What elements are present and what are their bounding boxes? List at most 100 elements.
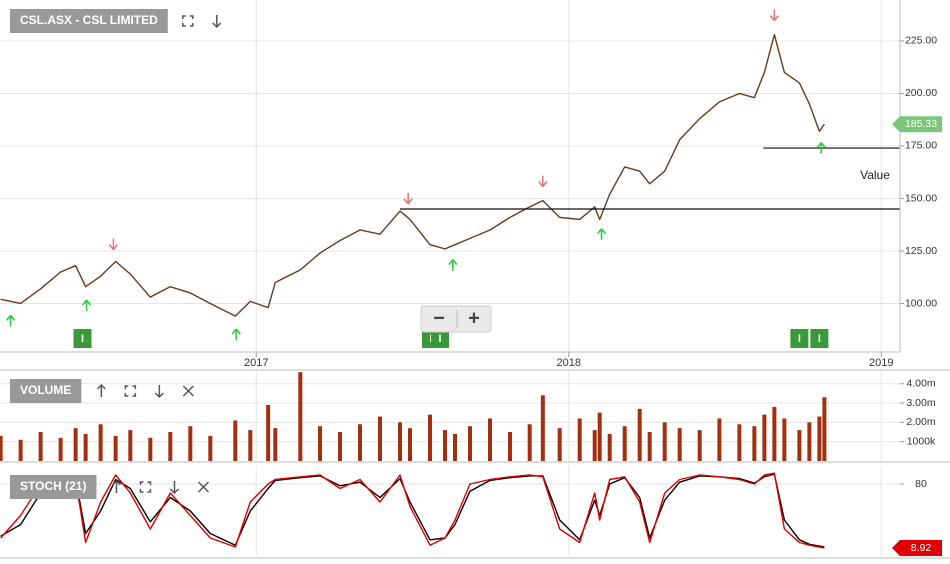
volume-bar [443, 430, 447, 461]
volume-bar [266, 404, 271, 461]
move-down-button[interactable] [154, 385, 164, 399]
panel-title: CSL.ASX - CSL LIMITED [20, 13, 158, 27]
zoom-in[interactable]: + [468, 307, 480, 329]
fullscreen-button[interactable] [139, 481, 152, 493]
event-marker-label: I [81, 333, 84, 345]
volume-bar [233, 420, 238, 461]
panel-title: STOCH (21) [20, 479, 86, 493]
volume-bar [577, 418, 582, 461]
y-tick-label: 200.00 [905, 87, 937, 99]
event-marker-label: I [429, 333, 432, 345]
buy-signal [448, 259, 458, 271]
event-marker[interactable] [73, 329, 92, 348]
volume-bar [408, 428, 412, 461]
volume-bar [622, 426, 627, 461]
volume-bar [797, 430, 802, 461]
price-line [0, 472, 825, 549]
volume-bar [697, 430, 702, 461]
volume-bar [762, 414, 767, 461]
volume-bar [592, 430, 597, 461]
volume-bar [597, 412, 602, 461]
volume-bar [298, 372, 303, 461]
event-marker[interactable] [790, 329, 809, 348]
fullscreen-button[interactable] [124, 385, 137, 397]
volume-bar [677, 428, 682, 461]
buy-signal [816, 142, 826, 154]
volume-bar [807, 422, 812, 461]
y-tick-label: 225.00 [905, 35, 937, 47]
zoom-bar [420, 305, 492, 333]
move-down-button[interactable] [212, 15, 222, 29]
volume-bar [338, 432, 342, 461]
volume-bar [378, 416, 382, 461]
x-tick-label: 2017 [244, 357, 268, 369]
volume-bar [752, 426, 757, 461]
buy-signal [81, 299, 92, 312]
panel-title-box [10, 379, 82, 403]
volume-bar [717, 418, 722, 461]
close-button[interactable] [197, 481, 209, 493]
volume-bar [637, 408, 642, 461]
sell-signal [108, 238, 119, 251]
y-tick-label: 175.00 [905, 140, 937, 152]
volume-bar [468, 426, 472, 461]
volume-bar [113, 435, 118, 461]
sell-signal [403, 192, 413, 205]
volume-bar [358, 424, 362, 461]
volume-bar [737, 424, 742, 461]
volume-bar [817, 416, 822, 461]
y-tick-label: 1000k [907, 435, 936, 447]
y-tick-label: 125.00 [905, 245, 937, 257]
event-marker-label: I [818, 333, 821, 345]
volume-bar [607, 433, 612, 461]
volume-bar [557, 428, 562, 461]
buy-signal [6, 314, 16, 327]
event-marker-label: I [438, 333, 441, 345]
event-marker[interactable] [431, 329, 449, 348]
volume-bar [662, 422, 667, 461]
volume-bar [0, 435, 3, 461]
volume-bar [398, 422, 402, 461]
x-tick-label: 2019 [869, 357, 893, 369]
volume-bar [273, 428, 278, 461]
grid-layer [0, 0, 904, 556]
move-up-button[interactable] [111, 479, 121, 493]
buy-signal [596, 228, 607, 240]
close-button[interactable] [182, 385, 194, 397]
volume-bar [83, 433, 88, 461]
sell-signal [769, 9, 779, 22]
y-tick-label: 100.00 [905, 297, 937, 309]
last-value-tag [892, 116, 942, 133]
last-value-tag [892, 539, 942, 556]
volume-bar [508, 432, 512, 461]
sell-signal [538, 175, 548, 188]
volume-bar [248, 430, 253, 461]
move-down-button[interactable] [169, 481, 179, 495]
last-value-label: 185.33 [905, 118, 937, 130]
panel-title-box [10, 9, 168, 33]
volume-bar [188, 426, 193, 461]
zoom-control: − + [420, 305, 492, 333]
event-marker[interactable] [810, 329, 829, 348]
volume-bar [73, 428, 78, 461]
volume-bar [488, 418, 492, 461]
volume-bar [318, 426, 322, 461]
event-marker-label: I [798, 333, 801, 345]
volume-bar [453, 433, 457, 461]
move-up-button[interactable] [96, 383, 106, 397]
volume-bar [822, 397, 827, 461]
volume-bar [540, 395, 545, 461]
volume-bar [782, 418, 787, 461]
fullscreen-button[interactable] [182, 15, 194, 27]
volume-bar [148, 437, 153, 461]
volume-bar [428, 414, 432, 461]
volume-bar [18, 439, 23, 461]
volume-bar [58, 437, 63, 461]
volume-bar [647, 432, 652, 461]
zoom-out[interactable]: − [433, 307, 445, 329]
y-tick-label: 150.00 [905, 192, 937, 204]
